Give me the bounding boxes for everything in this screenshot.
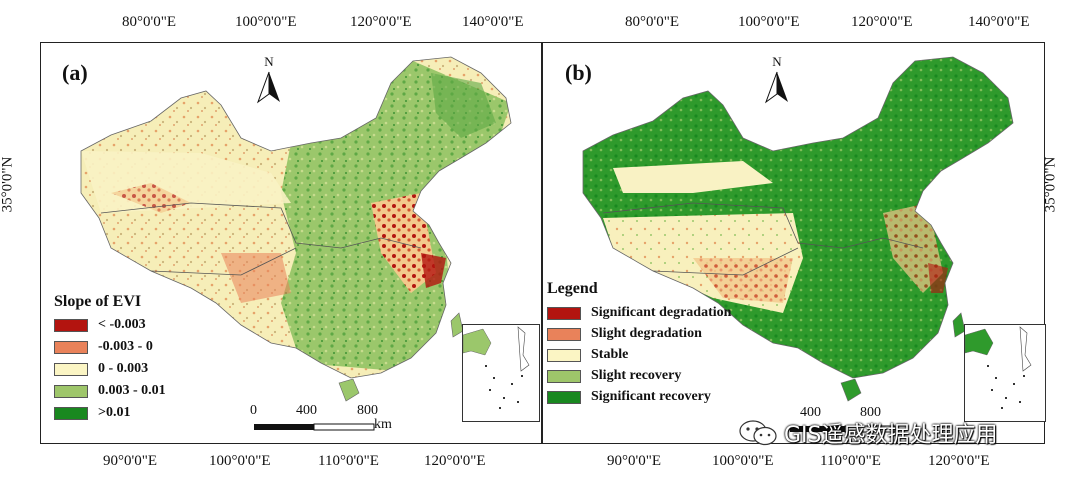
watermark-text: GIS遥感数据处理应用 — [784, 423, 998, 448]
legend-label: 0.003 - 0.01 — [98, 383, 166, 398]
legend-label: < -0.003 — [98, 317, 146, 332]
legend-swatch — [547, 306, 581, 320]
scale-tick-400: 400 — [296, 403, 317, 418]
map-panel-a — [40, 42, 542, 444]
scale-bar-graphic — [790, 425, 896, 433]
legend-swatch — [547, 369, 581, 383]
legend-label: 0 - 0.003 — [98, 361, 149, 376]
legend-title-b: Legend — [547, 280, 598, 297]
map-panel-b — [542, 42, 1045, 444]
scale-tick-0: 0 — [250, 403, 257, 418]
legend-item-a-4: >0.01 — [54, 405, 130, 421]
bottom-longitude-90: 90°0'0"E — [103, 453, 157, 469]
top-longitude-120: 120°0'0"E — [350, 14, 412, 30]
legend-swatch — [54, 406, 88, 420]
legend-label: -0.003 - 0 — [98, 339, 153, 354]
wechat-icon — [739, 420, 777, 446]
south-china-sea-inset-b — [964, 324, 1046, 422]
scale-bar-graphic — [254, 423, 375, 431]
legend-label: Significant degradation — [591, 305, 732, 320]
legend-swatch — [547, 390, 581, 404]
scale-bar-a: 0 400 800 km — [250, 403, 402, 433]
bottom-longitude-110-b: 110°0'0"E — [820, 453, 881, 469]
legend-label: Significant recovery — [591, 389, 711, 404]
south-china-sea-inset-a — [462, 324, 540, 422]
legend-item-b-0: Significant degradation — [547, 305, 731, 321]
china-map-b — [582, 56, 1014, 402]
legend-item-b-4: Significant recovery — [547, 389, 711, 405]
scale-unit: km — [374, 417, 392, 432]
inset-map-b — [965, 326, 1032, 409]
scale-tick-400: 400 — [800, 405, 821, 420]
top-longitude-100: 100°0'0"E — [235, 14, 297, 30]
legend-swatch — [54, 362, 88, 376]
legend-swatch — [54, 340, 88, 354]
bottom-longitude-100-b: 100°0'0"E — [712, 453, 774, 469]
legend-item-a-1: -0.003 - 0 — [54, 339, 153, 355]
bottom-longitude-120-b: 120°0'0"E — [928, 453, 990, 469]
bottom-longitude-90-b: 90°0'0"E — [607, 453, 661, 469]
legend-item-b-3: Slight recovery — [547, 368, 681, 384]
bottom-longitude-120: 120°0'0"E — [424, 453, 486, 469]
top-longitude-140: 140°0'0"E — [462, 14, 524, 30]
north-arrow-icon — [764, 71, 788, 104]
scale-tick-800: 800 — [860, 405, 881, 420]
bottom-longitude-110: 110°0'0"E — [318, 453, 379, 469]
inset-map-a — [463, 326, 530, 409]
north-arrow-a: N — [254, 54, 284, 104]
legend-item-a-2: 0 - 0.003 — [54, 361, 148, 377]
panel-b-label: (b) — [565, 60, 592, 85]
scale-tick-800: 800 — [357, 403, 378, 418]
legend-swatch — [547, 327, 581, 341]
legend-item-a-0: < -0.003 — [54, 317, 146, 333]
north-arrow-icon — [256, 71, 280, 104]
panel-a-label: (a) — [62, 60, 88, 85]
legend-label: >0.01 — [98, 405, 131, 420]
legend-label: Slight recovery — [591, 368, 682, 383]
top-longitude-80-b: 80°0'0"E — [625, 14, 679, 30]
scale-bar-b: 400 800 — [790, 405, 910, 435]
china-map-a — [80, 56, 512, 402]
legend-title-a: Slope of EVI — [54, 293, 142, 310]
legend-swatch — [54, 318, 88, 332]
top-longitude-140-b: 140°0'0"E — [968, 14, 1030, 30]
bottom-longitude-100: 100°0'0"E — [209, 453, 271, 469]
legend-item-a-3: 0.003 - 0.01 — [54, 383, 166, 399]
legend-label: Stable — [591, 347, 629, 362]
top-longitude-100-b: 100°0'0"E — [738, 14, 800, 30]
top-longitude-120-b: 120°0'0"E — [851, 14, 913, 30]
north-arrow-b: N — [762, 54, 792, 104]
north-letter-a: N — [264, 54, 274, 69]
top-longitude-80: 80°0'0"E — [122, 14, 176, 30]
latitude-label-left: 35°0'0"N — [0, 156, 16, 213]
north-letter-b: N — [772, 54, 782, 69]
legend-swatch — [547, 348, 581, 362]
watermark: GIS遥感数据处理应用 — [738, 417, 998, 449]
legend-item-b-2: Stable — [547, 347, 628, 363]
legend-swatch — [54, 384, 88, 398]
legend-item-b-1: Slight degradation — [547, 326, 702, 342]
legend-label: Slight degradation — [591, 326, 702, 341]
